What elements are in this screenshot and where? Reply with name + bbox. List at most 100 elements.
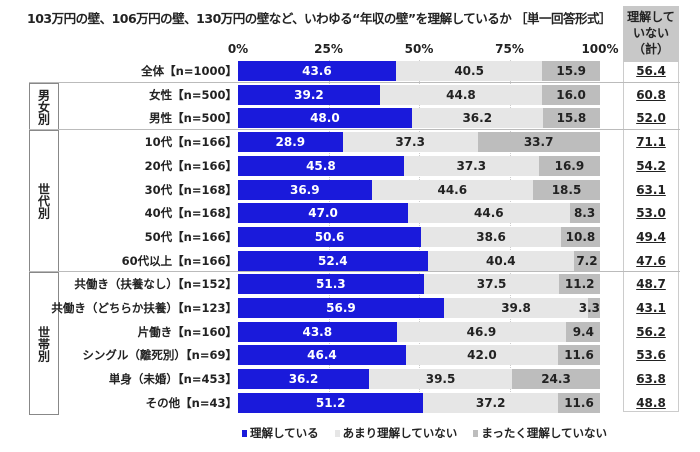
legend-item: 理解している <box>242 425 319 441</box>
row-total: 60.8 <box>636 87 666 102</box>
total-header: 理解して いない （計） <box>623 6 679 62</box>
x-tick-label: 100% <box>581 42 619 56</box>
row-total: 52.0 <box>636 111 666 126</box>
row-total: 49.4 <box>636 229 666 244</box>
row-label: 40代【n=168】 <box>144 206 237 221</box>
legend-swatch <box>242 430 247 437</box>
bar-segment-0: 51.2 <box>238 392 424 413</box>
group-label: 世代別 <box>36 183 51 220</box>
bar-segment-2: 16.9 <box>538 155 600 176</box>
bar-segment-0: 45.8 <box>238 155 404 176</box>
bar-segment-1: 37.2 <box>423 392 558 413</box>
bar-segment-2: 16.0 <box>542 84 600 105</box>
legend-item: あまり理解していない <box>334 425 458 441</box>
row-total: 63.1 <box>636 182 666 197</box>
bar-segment-1: 36.2 <box>411 108 543 129</box>
bar-segment-1: 38.6 <box>421 226 561 247</box>
bar-segment-1: 44.6 <box>408 203 570 224</box>
row-label: 単身（未婚）【n=453】 <box>108 372 237 387</box>
row-label: 女性【n=500】 <box>149 87 237 102</box>
bar-segment-0: 56.9 <box>238 298 444 318</box>
row-total: 63.8 <box>636 372 666 387</box>
bar-segment-2: 18.5 <box>533 179 600 200</box>
group-box-2: 世帯別 <box>29 272 59 415</box>
bar-segment-0: 39.2 <box>238 84 380 105</box>
row-label: 共働き（扶養なし）【n=152】 <box>74 277 237 292</box>
row-total: 53.0 <box>636 206 666 221</box>
group-box-0: 男女別 <box>29 82 59 131</box>
bar-segment-0: 28.9 <box>238 132 343 153</box>
bar-segment-0: 43.6 <box>238 61 396 81</box>
x-tick-label: 25% <box>314 42 343 56</box>
group-box-1: 世代別 <box>29 130 59 273</box>
chart-title: 103万円の壁、106万円の壁、130万円の壁など、いわゆる“年収の壁”を理解し… <box>27 11 612 26</box>
x-tick-label: 0% <box>227 42 249 56</box>
bar-segment-1: 37.5 <box>423 274 560 295</box>
bar-segment-0: 43.8 <box>238 321 397 342</box>
bar-segment-1: 40.4 <box>427 250 574 271</box>
bar-segment-2: 11.6 <box>558 392 600 413</box>
bar-segment-0: 51.3 <box>238 274 424 295</box>
row-total: 71.1 <box>636 135 666 150</box>
bar-segment-2: 24.3 <box>512 369 600 390</box>
row-label: 全体【n=1000】 <box>141 64 237 78</box>
bar-segment-1: 44.6 <box>371 179 533 200</box>
bar-segment-1: 39.5 <box>369 369 513 390</box>
legend-label: あまり理解していない <box>342 426 458 440</box>
bar-segment-2: 15.9 <box>542 61 600 81</box>
row-total: 54.2 <box>636 158 666 173</box>
bar-segment-2: 11.2 <box>559 274 600 295</box>
legend: 理解している あまり理解していない まったく理解していない <box>242 425 607 441</box>
legend-swatch <box>473 430 479 437</box>
row-label: 10代【n=166】 <box>144 135 237 150</box>
row-total: 48.8 <box>636 395 666 410</box>
bar-segment-2: 10.8 <box>560 226 600 247</box>
bar-segment-2: 7.2 <box>573 250 600 271</box>
bar-segment-1: 44.8 <box>379 84 543 105</box>
bar-segment-0: 46.4 <box>238 345 406 366</box>
bar-segment-1: 37.3 <box>342 132 478 153</box>
bar-segment-2: 3.3 <box>579 298 600 318</box>
group-separator <box>29 81 680 83</box>
row-label: その他【n=43】 <box>145 395 237 410</box>
row-total: 53.6 <box>636 348 666 363</box>
group-label: 世帯別 <box>36 325 51 362</box>
legend-label: まったく理解していない <box>481 426 608 440</box>
row-label: シングル（離死別）【n=69】 <box>82 348 237 363</box>
row-label: 片働き【n=160】 <box>137 324 237 339</box>
row-label: 共働き（どちらか扶養）【n=123】 <box>51 301 237 315</box>
row-total: 48.7 <box>636 277 666 292</box>
bar-segment-1: 37.3 <box>403 155 539 176</box>
row-label: 60代以上【n=166】 <box>121 253 237 268</box>
bar-segment-0: 36.9 <box>238 179 372 200</box>
legend-label: 理解している <box>250 426 319 440</box>
legend-item: まったく理解していない <box>473 425 607 441</box>
bar-segment-2: 11.6 <box>558 345 600 366</box>
bar-segment-0: 47.0 <box>238 203 409 224</box>
total-column <box>623 62 679 412</box>
row-label: 男性【n=500】 <box>149 111 237 126</box>
bar-segment-1: 40.5 <box>395 61 543 81</box>
row-total: 43.1 <box>636 301 666 315</box>
bar-segment-2: 9.4 <box>566 321 601 342</box>
row-label: 30代【n=168】 <box>144 182 237 197</box>
bar-segment-0: 50.6 <box>238 226 422 247</box>
row-total: 56.2 <box>636 324 666 339</box>
legend-swatch <box>334 430 340 437</box>
group-separator <box>29 129 680 131</box>
bar-segment-1: 42.0 <box>405 345 558 366</box>
bar-segment-2: 33.7 <box>477 132 600 153</box>
bar-segment-0: 52.4 <box>238 250 428 271</box>
group-label: 男女別 <box>36 88 51 125</box>
row-total: 47.6 <box>636 253 666 268</box>
row-label: 50代【n=166】 <box>144 229 237 244</box>
bar-segment-2: 15.8 <box>542 108 600 129</box>
bar-segment-1: 46.9 <box>396 321 567 342</box>
bar-segment-0: 36.2 <box>238 369 370 390</box>
row-label: 20代【n=166】 <box>144 158 237 173</box>
bar-segment-1: 39.8 <box>443 298 589 318</box>
x-tick-label: 50% <box>404 42 434 56</box>
row-total: 56.4 <box>636 64 666 78</box>
bar-segment-2: 8.3 <box>569 203 600 224</box>
